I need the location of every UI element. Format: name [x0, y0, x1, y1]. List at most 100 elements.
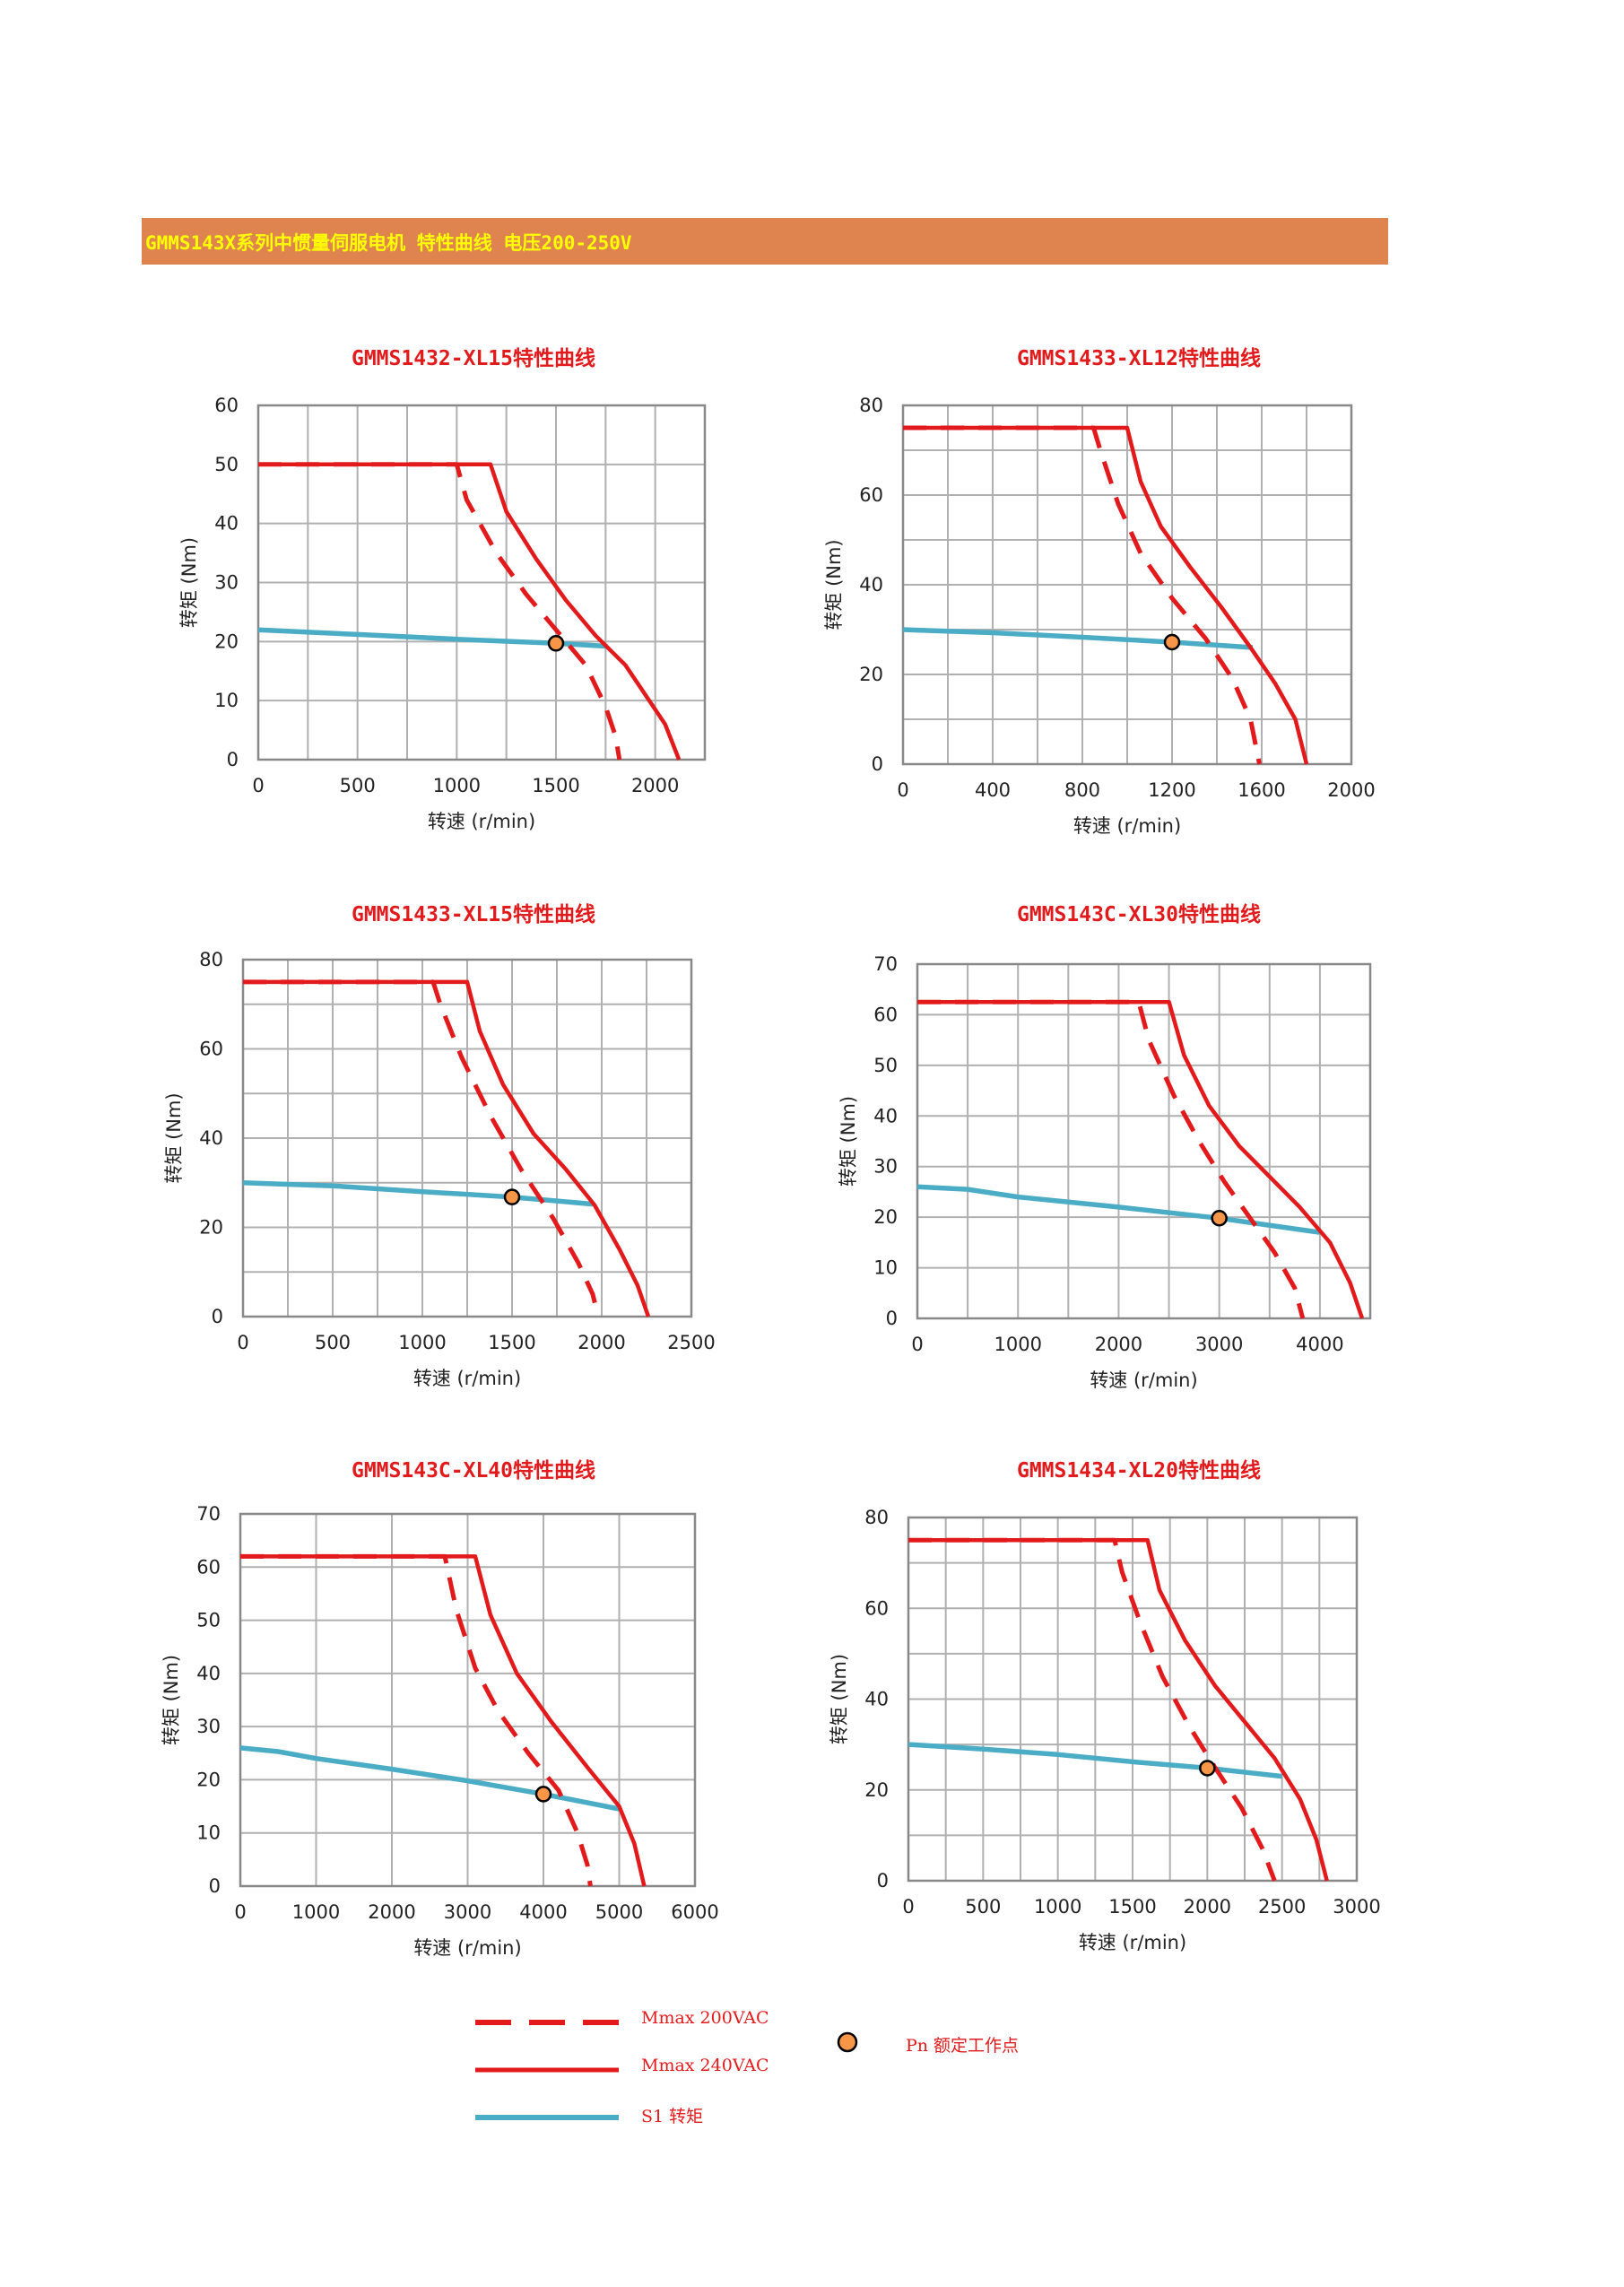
page-banner: GMMS143X系列中惯量伺服电机 特性曲线 电压200-250V	[142, 218, 1388, 265]
y-tick-label: 80	[859, 395, 883, 416]
plot-frame	[256, 404, 707, 761]
x-tick-label: 1600	[1238, 779, 1285, 801]
y-tick-label: 60	[873, 1004, 898, 1025]
legend-label: Mmax 200VAC	[641, 2008, 769, 2028]
x-tick-label: 4000	[1296, 1334, 1343, 1355]
series-mmax-200vac	[243, 979, 601, 1317]
y-axis-label: 转矩 (Nm)	[178, 537, 200, 628]
x-tick-label: 2000	[578, 1332, 625, 1353]
x-tick-label: 0	[234, 1901, 246, 1923]
y-tick-label: 20	[873, 1206, 898, 1228]
series-s1-torque	[908, 1742, 1283, 1779]
chart-title: GMMS143C-XL40特性曲线	[351, 1459, 595, 1483]
y-tick-label: 40	[864, 1689, 889, 1710]
y-axis-label: 转矩 (Nm)	[829, 1654, 850, 1744]
x-tick-label: 800	[1064, 779, 1100, 801]
series-mmax-240vac	[258, 462, 682, 761]
y-tick-label: 0	[212, 1306, 223, 1327]
x-tick-label: 3000	[1195, 1334, 1243, 1355]
y-tick-label: 50	[214, 454, 239, 475]
series-mmax-240vac	[240, 1554, 647, 1887]
y-tick-label: 60	[199, 1039, 223, 1060]
chart-title: GMMS1434-XL20特性曲线	[1016, 1459, 1261, 1483]
x-tick-label: 2500	[1258, 1896, 1306, 1917]
y-tick-label: 40	[859, 574, 883, 596]
y-tick-label: 40	[199, 1127, 223, 1149]
series-mmax-240vac	[908, 1538, 1329, 1882]
y-axis-label: 转矩 (Nm)	[163, 1092, 185, 1183]
chart-title: GMMS1433-XL15特性曲线	[351, 903, 595, 926]
plot-frame	[901, 404, 1353, 766]
series-mmax-200vac	[917, 999, 1306, 1319]
y-tick-label: 70	[196, 1503, 221, 1525]
y-tick-label: 20	[859, 664, 883, 685]
x-tick-label: 3000	[1333, 1896, 1380, 1917]
rated-point-marker	[547, 635, 565, 652]
x-tick-label: 500	[965, 1896, 1001, 1917]
legend-item-mmax-200: Mmax 200VAC	[466, 2004, 825, 2040]
y-tick-label: 20	[864, 1779, 889, 1801]
y-tick-label: 20	[199, 1217, 223, 1239]
series-mmax-240vac	[917, 1000, 1365, 1319]
x-tick-label: 1000	[292, 1901, 340, 1923]
x-tick-label: 3000	[444, 1901, 491, 1923]
x-tick-label: 1000	[994, 1334, 1041, 1355]
y-tick-label: 20	[214, 630, 239, 652]
x-tick-label: 1000	[398, 1332, 446, 1353]
x-tick-label: 0	[237, 1332, 248, 1353]
chart-1: GMMS1432-XL15特性曲线 0 500 1000 1500 2000 0 10 20 3…	[142, 341, 823, 843]
x-tick-label: 1000	[433, 775, 481, 796]
legend-item-rated-point: Pn 额定工作点	[834, 2029, 1175, 2065]
rated-point-icon	[837, 2031, 858, 2053]
y-tick-label: 80	[199, 949, 223, 970]
chart-6: GMMS1434-XL20特性曲线 0 500 1000 1500 2000 2500 30…	[798, 1453, 1480, 1955]
series-mmax-200vac	[240, 1553, 593, 1887]
x-tick-label: 400	[975, 779, 1011, 801]
y-tick-label: 40	[873, 1105, 898, 1126]
y-tick-label: 0	[872, 753, 883, 775]
y-tick-label: 10	[196, 1822, 221, 1844]
y-tick-label: 30	[873, 1156, 898, 1178]
chart-svg: 0 1000 2000 3000 4000 5000 6000 0 10 20 30 40 50 60 70…	[161, 1503, 719, 1959]
chart-svg: 0 400 800 1200 1600 2000 0 20 40 60 80 转速 (r/min) 转矩…	[823, 395, 1376, 837]
y-tick-label: 50	[873, 1055, 898, 1076]
series-mmax-240vac	[243, 979, 651, 1317]
y-tick-label: 0	[877, 1870, 889, 1891]
chart-5: GMMS143C-XL40特性曲线 0 1000 2000 3000 4000 5000 6…	[142, 1453, 823, 1959]
y-tick-label: 60	[864, 1597, 889, 1619]
x-axis-label: 转速 (r/min)	[1090, 1370, 1197, 1391]
plot-frame	[916, 962, 1372, 1320]
chart-3: GMMS1433-XL15特性曲线 0 500 1000 1500 2000 2500 0 2…	[142, 897, 823, 1399]
y-tick-label: 10	[214, 690, 239, 711]
y-tick-label: 80	[864, 1507, 889, 1528]
y-tick-label: 20	[196, 1769, 221, 1790]
x-tick-label: 2000	[1095, 1334, 1142, 1355]
x-tick-label: 500	[315, 1332, 351, 1353]
y-tick-label: 40	[196, 1663, 221, 1684]
x-tick-label: 0	[911, 1334, 923, 1355]
x-tick-label: 1200	[1148, 779, 1195, 801]
banner-title: GMMS143X系列中惯量伺服电机 特性曲线 电压200-250V	[145, 232, 632, 254]
x-tick-label: 2000	[1327, 779, 1375, 801]
rated-point-marker	[1163, 633, 1181, 651]
x-axis-label: 转速 (r/min)	[1079, 1932, 1186, 1953]
chart-title: GMMS1432-XL15特性曲线	[351, 347, 595, 370]
y-tick-label: 70	[873, 953, 898, 975]
y-tick-label: 0	[227, 749, 239, 770]
y-tick-label: 50	[196, 1610, 221, 1631]
x-axis-label: 转速 (r/min)	[413, 1937, 521, 1959]
y-tick-label: 10	[873, 1257, 898, 1279]
grid	[908, 1517, 1358, 1882]
y-tick-label: 0	[209, 1875, 221, 1897]
y-tick-label: 40	[214, 513, 239, 535]
x-tick-label: 2000	[631, 775, 679, 796]
legend-swatch-s1	[475, 2115, 619, 2120]
chart-svg: 0 1000 2000 3000 4000 0 10 20 30 40 50 60 70 转速 (r/mi…	[838, 953, 1372, 1391]
x-tick-label: 2000	[368, 1901, 415, 1923]
grid	[902, 404, 1352, 765]
y-tick-label: 0	[886, 1308, 898, 1329]
series-mmax-200vac	[903, 425, 1262, 765]
chart-title: GMMS143C-XL30特性曲线	[1016, 903, 1261, 926]
x-tick-label: 500	[340, 775, 376, 796]
x-tick-label: 0	[897, 779, 908, 801]
